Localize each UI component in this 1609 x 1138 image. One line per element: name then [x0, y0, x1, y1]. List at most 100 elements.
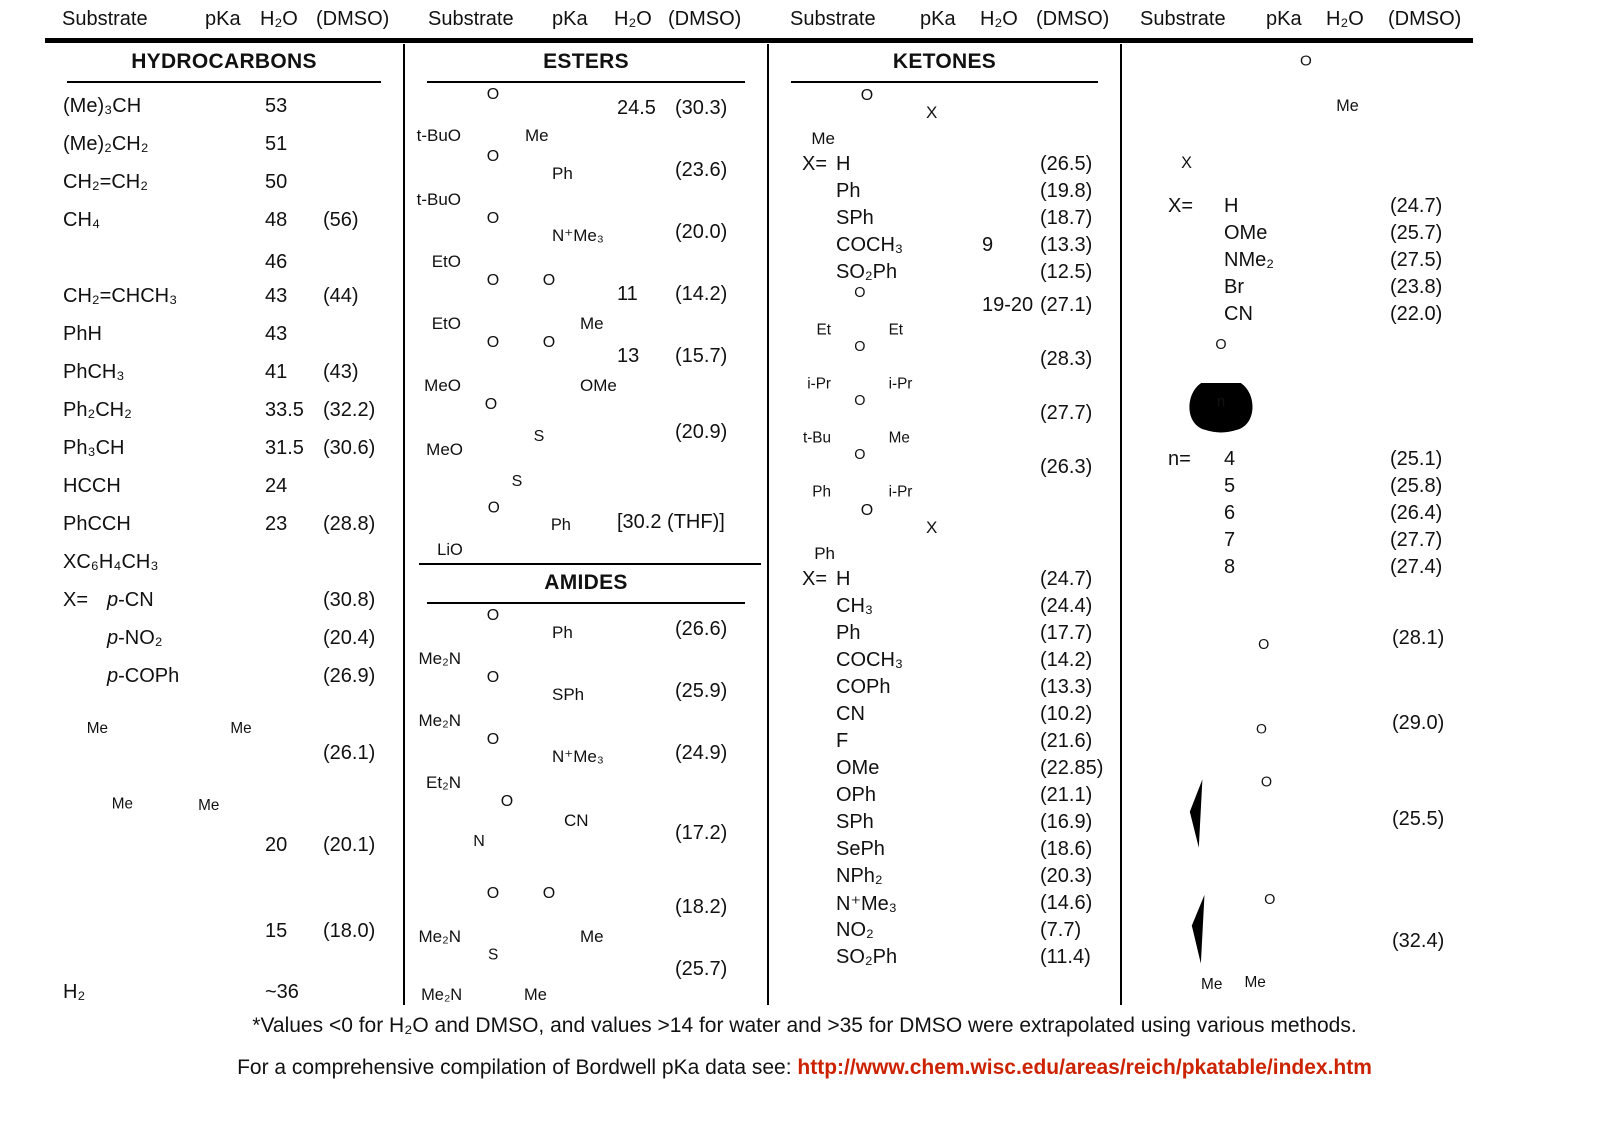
- pka-dmso-value: (17.2): [675, 822, 728, 844]
- pka-dmso-value: (26.1): [323, 742, 376, 764]
- section-divider: [419, 563, 761, 565]
- table-row: X= p-CN (30.8): [45, 581, 403, 619]
- label-right: Me: [580, 927, 604, 946]
- table-row: O t-Bu Me (27.7): [769, 393, 1120, 448]
- substituent: H: [836, 153, 851, 175]
- pka-h2o-value: ~36: [265, 980, 299, 1003]
- structure-tbutyl-acetate: O t-BuO Me: [417, 86, 617, 149]
- table-row: O Me₂N Ph (26.6): [405, 607, 767, 670]
- pka-h2o-value: 51: [265, 132, 288, 155]
- structure-norbornanone: O: [1138, 595, 1392, 681]
- pka-h2o-value: 19-20: [982, 294, 1034, 316]
- header-h2o: H₂O: [260, 8, 298, 30]
- label-right: X: [926, 103, 937, 122]
- table-row: N⁺Me₃ (14.6): [769, 890, 1120, 917]
- pka-dmso-value: (25.7): [675, 958, 728, 980]
- structure-cycloalkanone: O n: [1122, 328, 1609, 446]
- atom-O: O: [487, 86, 499, 103]
- label-right: CN: [564, 811, 589, 830]
- table-row: SePh (18.6): [769, 836, 1120, 863]
- header-dmso: (DMSO): [1036, 8, 1110, 30]
- table-row: O N CN (17.2): [405, 793, 767, 886]
- table-row: H₂ ~36: [45, 973, 403, 1011]
- table-row: (Me)₃CH 53: [45, 87, 403, 125]
- table-row: PhH 43: [45, 315, 403, 353]
- pka-h2o-value: 13: [617, 345, 640, 367]
- substituent: SPh: [836, 207, 874, 229]
- pka-table-link[interactable]: http://www.chem.wisc.edu/areas/reich/pka…: [797, 1056, 1372, 1079]
- pka-h2o-value: [617, 397, 675, 421]
- section-title-ketones: KETONES: [791, 50, 1098, 83]
- label-left: t-Bu: [803, 430, 831, 447]
- pka-h2o-value: 53: [265, 94, 288, 117]
- column-ketones: KETONES O Me X X= H (26.5) Ph (19.8): [767, 44, 1120, 1005]
- label-right: Ph: [552, 623, 573, 642]
- label-left: EtO: [432, 314, 461, 333]
- pka-dmso-value: (25.1): [1390, 448, 1443, 470]
- substituent: SPh: [836, 811, 874, 833]
- atom-S: S: [488, 947, 498, 964]
- label-left: Me₂N: [421, 986, 462, 1004]
- pka-dmso-value: (20.1): [323, 834, 376, 856]
- pka-dmso-value: (28.1): [1392, 626, 1445, 649]
- pka-dmso-value: (20.9): [675, 421, 728, 443]
- substituent: NMe₂: [1224, 249, 1274, 271]
- label-right: Et: [889, 322, 904, 339]
- structure-para-x-acetophenone: O X Me: [1122, 44, 1609, 193]
- substituent: OMe: [1224, 222, 1268, 244]
- pka-dmso-value: (24.4): [1040, 595, 1093, 617]
- table-row: PhCCH 23 (28.8): [45, 505, 403, 543]
- label-n: n: [1217, 393, 1226, 410]
- substrate-formula: CH₂=CH₂: [63, 170, 148, 193]
- table-row: O O MeO OMe 13 (15.7): [405, 334, 767, 397]
- pka-dmso-value: (18.2): [675, 896, 728, 918]
- label-me: Me: [112, 795, 133, 812]
- table-row: CN (22.0): [1122, 301, 1609, 328]
- atom-O: O: [854, 339, 865, 355]
- pka-h2o-value: 20: [265, 834, 288, 856]
- table-row: CH₃ (24.4): [769, 593, 1120, 620]
- header-pka: pKa: [552, 8, 588, 30]
- pka-dmso-value: (22.0): [1390, 303, 1443, 325]
- label-right: N⁺Me₃: [552, 226, 604, 245]
- pka-dmso-value: (14.2): [1040, 649, 1093, 671]
- pka-dmso-value: (26.6): [675, 618, 728, 640]
- compilation-text: For a comprehensive compilation of Bordw…: [237, 1056, 792, 1079]
- section-title-hydrocarbons: HYDROCARBONS: [67, 50, 381, 83]
- pka-dmso-value: (14.2): [675, 283, 728, 305]
- pka-dmso-value: (32.2): [323, 398, 376, 421]
- table-row: 8 (27.4): [1122, 554, 1609, 581]
- substituent: p-CN: [107, 588, 154, 611]
- label-me: Me: [87, 720, 108, 737]
- pka-h2o-value: 33.5: [265, 398, 304, 421]
- structure-cyclopropane: [63, 239, 265, 285]
- table-row: O O EtO Me 11 (14.2): [405, 272, 767, 335]
- pka-dmso-value: (24.7): [1040, 568, 1093, 590]
- pka-dmso-value: (18.6): [1040, 838, 1093, 860]
- substrate-formula: Ph₃CH: [63, 436, 125, 459]
- section-title-esters: ESTERS: [427, 50, 745, 83]
- substituent: p-NO₂: [107, 626, 163, 649]
- structure-methyl-dithiane-carboxylate: O MeO S S: [421, 396, 617, 501]
- structure-ethyl-betaine-ester: O EtO N⁺Me₃: [421, 210, 617, 273]
- atom-O: O: [854, 393, 865, 409]
- substituent: SO₂Ph: [836, 946, 898, 968]
- label-right: Ph: [551, 516, 571, 534]
- substituent: p-COPh: [107, 664, 180, 687]
- substituent: SO₂Ph: [836, 261, 898, 283]
- table-row: SPh (18.7): [769, 205, 1120, 232]
- header-substrate: Substrate: [62, 8, 148, 30]
- substrate-formula: (Me)₃CH: [63, 94, 142, 117]
- structure-lithium-phenylacetate: O LiO Ph: [421, 500, 617, 561]
- table-row: 15 (18.0): [45, 889, 403, 973]
- table-row: CH₂=CHCH₃ 43 (44): [45, 277, 403, 315]
- table-row: COPh (13.3): [769, 674, 1120, 701]
- pka-dmso-value: (25.8): [1390, 475, 1443, 497]
- pka-dmso-value: (13.3): [1040, 234, 1093, 256]
- pka-h2o-value: [982, 448, 1040, 456]
- header-substrate: Substrate: [1140, 8, 1226, 30]
- structure-isobutyrophenone: O Ph i-Pr: [795, 447, 982, 502]
- label-right: Me: [580, 314, 604, 333]
- pka-dmso-value: (30.3): [675, 97, 728, 119]
- column-esters-amides: ESTERS O t-BuO Me 24.5 (30.3): [403, 44, 767, 1005]
